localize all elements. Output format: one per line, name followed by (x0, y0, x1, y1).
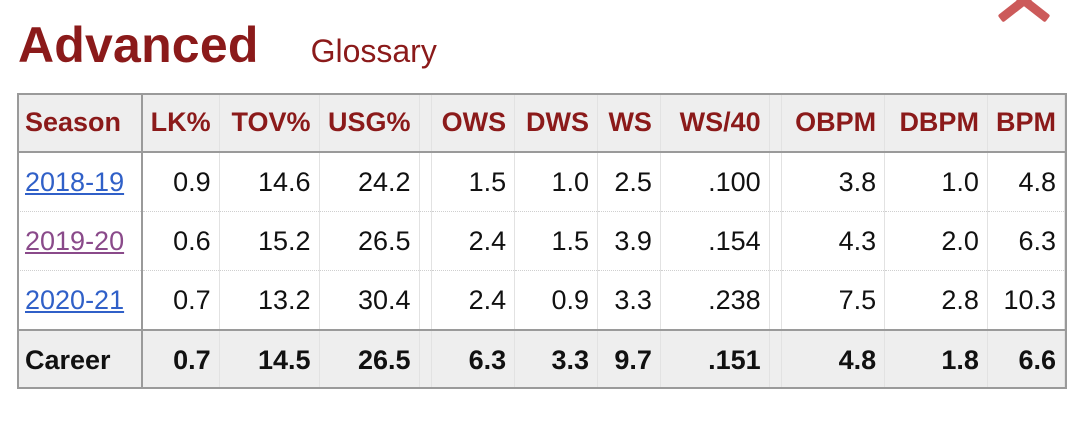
ws-cell: 2.5 (597, 152, 661, 212)
usg-pct-cell: 26.5 (319, 211, 420, 271)
spacer-cell (419, 270, 433, 331)
table-header-row: Season LK% TOV% USG% OWS DWS WS WS/40 OB… (17, 93, 1066, 153)
lk-pct-cell: 0.6 (141, 211, 220, 271)
usg-pct-cell: 30.4 (319, 270, 420, 331)
dws-cell: 0.9 (514, 270, 599, 331)
bpm-cell: 10.3 (987, 270, 1066, 331)
dbpm-cell: 1.0 (884, 152, 988, 212)
column-header-ws[interactable]: WS (597, 93, 661, 153)
ows-cell: 2.4 (431, 270, 516, 331)
ws-cell: 3.9 (597, 211, 661, 271)
bpm-cell: 6.3 (987, 211, 1066, 271)
season-cell: 2020-21 (17, 270, 143, 331)
dws-cell: 3.3 (514, 329, 599, 389)
ws-cell: 3.3 (597, 270, 661, 331)
section-title: Advanced (18, 17, 259, 73)
ws-per-40-cell: .238 (660, 270, 770, 331)
ws-cell: 9.7 (597, 329, 661, 389)
ws-per-40-cell: .100 (660, 152, 770, 212)
bpm-cell: 6.6 (987, 329, 1066, 389)
column-header-tov-pct[interactable]: TOV% (219, 93, 320, 153)
lk-pct-cell: 0.9 (141, 152, 220, 212)
table-row: 2019-20 0.6 15.2 26.5 2.4 1.5 3.9 .154 4… (17, 211, 1066, 271)
obpm-cell: 7.5 (781, 270, 886, 331)
dws-cell: 1.0 (514, 152, 599, 212)
obpm-cell: 4.3 (781, 211, 886, 271)
glossary-link[interactable]: Glossary (310, 33, 437, 69)
section-header: Advanced Glossary (18, 16, 437, 76)
dws-cell: 1.5 (514, 211, 599, 271)
ws-per-40-cell: .154 (660, 211, 770, 271)
column-header-ows[interactable]: OWS (431, 93, 516, 153)
ws-per-40-cell: .151 (660, 329, 770, 389)
dbpm-cell: 2.0 (884, 211, 988, 271)
column-header-obpm[interactable]: OBPM (781, 93, 886, 153)
column-header-bpm[interactable]: BPM (987, 93, 1066, 153)
lk-pct-cell: 0.7 (141, 270, 220, 331)
table-row: 2018-19 0.9 14.6 24.2 1.5 1.0 2.5 .100 3… (17, 152, 1066, 212)
season-link[interactable]: 2019-20 (25, 225, 125, 256)
obpm-cell: 3.8 (781, 152, 886, 212)
spacer-cell (419, 211, 433, 271)
season-link[interactable]: 2018-19 (25, 166, 125, 197)
spacer-cell (419, 152, 433, 212)
spacer-cell (769, 270, 783, 331)
ows-cell: 2.4 (431, 211, 516, 271)
season-cell: 2018-19 (17, 152, 143, 212)
usg-pct-cell: 24.2 (319, 152, 420, 212)
ows-cell: 6.3 (431, 329, 516, 389)
dbpm-cell: 1.8 (884, 329, 988, 389)
column-header-dbpm[interactable]: DBPM (884, 93, 988, 153)
dbpm-cell: 2.8 (884, 270, 988, 331)
column-header-season[interactable]: Season (17, 93, 143, 153)
bpm-cell: 4.8 (987, 152, 1066, 212)
advanced-stats-table: Season LK% TOV% USG% OWS DWS WS WS/40 OB… (17, 93, 1066, 389)
season-cell: 2019-20 (17, 211, 143, 271)
career-label: Career (17, 329, 143, 389)
spacer-cell (769, 211, 783, 271)
column-spacer (419, 93, 433, 153)
column-header-lk-pct[interactable]: LK% (141, 93, 220, 153)
spacer-cell (419, 329, 433, 389)
spacer-cell (769, 329, 783, 389)
column-header-ws-per-40[interactable]: WS/40 (660, 93, 770, 153)
spacer-cell (769, 152, 783, 212)
season-link[interactable]: 2020-21 (25, 284, 125, 315)
lk-pct-cell: 0.7 (141, 329, 220, 389)
ows-cell: 1.5 (431, 152, 516, 212)
table-row: 2020-21 0.7 13.2 30.4 2.4 0.9 3.3 .238 7… (17, 270, 1066, 331)
column-header-usg-pct[interactable]: USG% (319, 93, 420, 153)
usg-pct-cell: 26.5 (319, 329, 420, 389)
tov-pct-cell: 13.2 (219, 270, 320, 331)
close-icon[interactable] (994, 0, 1054, 22)
career-row: Career 0.7 14.5 26.5 6.3 3.3 9.7 .151 4.… (17, 329, 1066, 389)
column-header-dws[interactable]: DWS (514, 93, 599, 153)
tov-pct-cell: 14.6 (219, 152, 320, 212)
column-spacer (769, 93, 783, 153)
obpm-cell: 4.8 (781, 329, 886, 389)
tov-pct-cell: 14.5 (219, 329, 320, 389)
tov-pct-cell: 15.2 (219, 211, 320, 271)
